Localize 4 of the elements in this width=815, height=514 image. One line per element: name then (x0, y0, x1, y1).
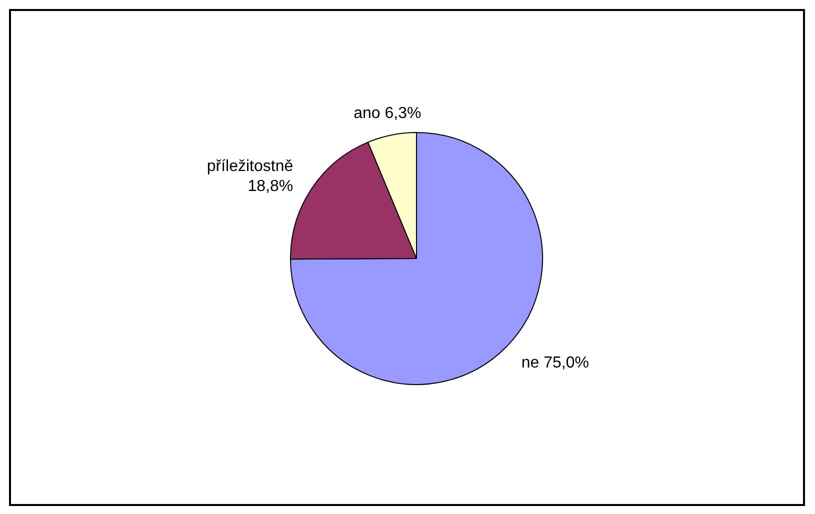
data-label: 18,8% (248, 178, 294, 196)
slice-label: ne 75,0% (521, 354, 590, 372)
slice-label: ano 6,3% (354, 104, 422, 122)
slice-label: příležitostně (206, 158, 294, 176)
